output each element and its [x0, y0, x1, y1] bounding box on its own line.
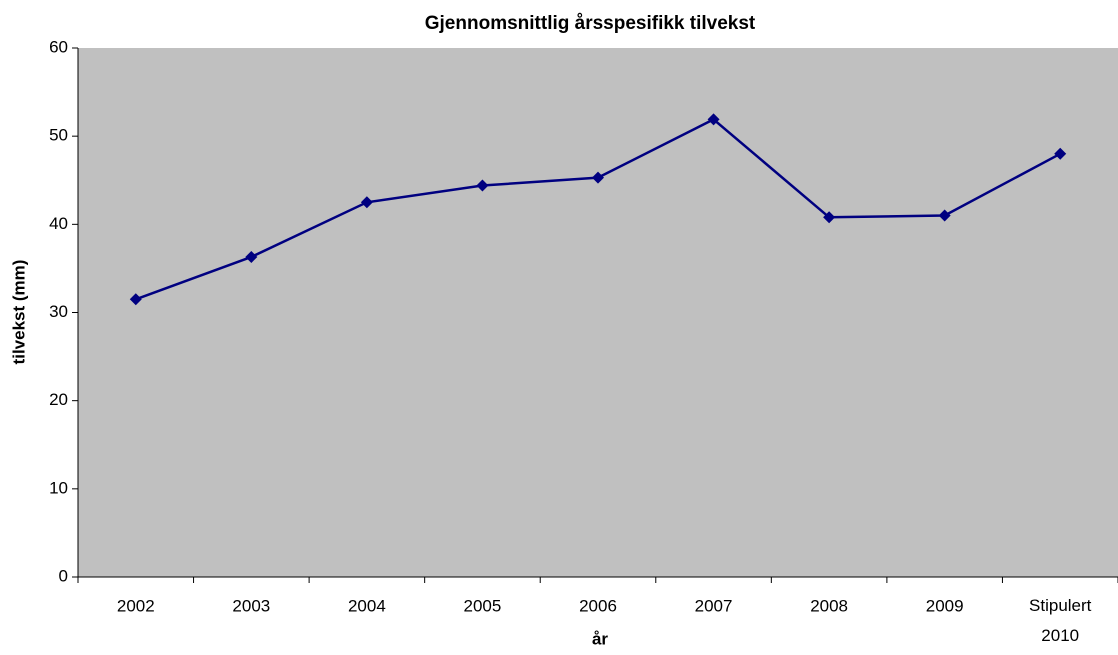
marker: [707, 113, 720, 126]
marker: [1054, 147, 1067, 160]
y-tick-label: 0: [59, 566, 68, 585]
x-tick-label: 2005: [464, 596, 502, 615]
plot-area: [78, 48, 1118, 577]
marker: [245, 250, 258, 263]
marker: [592, 171, 604, 184]
y-tick-label: 50: [49, 126, 68, 145]
marker: [360, 196, 373, 209]
x-tick-label: 2009: [926, 596, 964, 615]
x-tick-label: 2007: [695, 596, 733, 615]
y-tick-label: 10: [49, 478, 68, 497]
x-tick-label: 2002: [117, 596, 155, 615]
x-tick-label: 2004: [348, 596, 386, 615]
chart-title: Gjennomsnittlig årsspesifikk tilvekst: [425, 13, 756, 34]
x-tick-label: Stipulert 2010: [1029, 596, 1092, 645]
marker: [476, 179, 489, 192]
x-axis-label: år: [592, 629, 608, 648]
y-tick-label: 40: [49, 214, 68, 233]
y-tick-label: 60: [49, 37, 68, 56]
x-tick-label: 2008: [810, 596, 848, 615]
marker: [129, 293, 142, 306]
x-tick-label: 2003: [232, 596, 270, 615]
y-axis-label: tilvekst (mm): [9, 260, 28, 365]
y-tick-label: 30: [49, 302, 68, 321]
x-tick-label: 2006: [579, 596, 617, 615]
y-tick-label: 20: [49, 390, 68, 409]
marker: [938, 209, 951, 222]
marker: [823, 211, 836, 224]
